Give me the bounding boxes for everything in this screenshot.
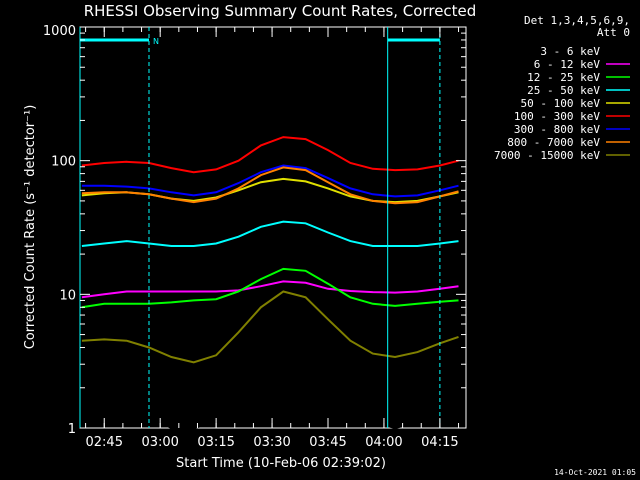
legend-label-100-300-kev: 100 - 300 keV: [514, 110, 600, 123]
x-axis: 02:45 03:00 03:15 03:30 03:45 04:00 04:15: [85, 27, 460, 450]
series-line-100-300-kev: [81, 136, 459, 174]
series-line-6-12-kev: [81, 280, 459, 299]
night-markers: N: [79, 27, 441, 428]
plot-area: N 1 10 100 1000 02:45 03:00 03:15 03:30 03:45 04…: [43, 24, 467, 450]
series-line-25-50-kev: [81, 220, 459, 247]
y-tick-label: 1: [68, 422, 76, 437]
series-line-3-6-kev: [81, 359, 459, 430]
x-tick-label: 03:45: [309, 435, 346, 450]
x-axis-label: Start Time (10-Feb-06 02:39:02): [176, 456, 386, 471]
y-tick-label: 100: [51, 155, 76, 170]
series-line-12-25-kev: [81, 267, 459, 309]
series-lines: [81, 136, 459, 430]
series-line-300-800-kev: [81, 164, 459, 198]
y-axis-label: Corrected Count Rate (s⁻¹ detector⁻¹): [23, 105, 38, 350]
x-tick-label: 04:00: [365, 435, 402, 450]
x-tick-label: 03:15: [197, 435, 234, 450]
legend-label-7000-15000-kev: 7000 - 15000 keV: [494, 149, 600, 162]
series-line-7000-15000-kev: [81, 290, 459, 364]
legend-label-50-100-kev: 50 - 100 keV: [521, 97, 601, 110]
x-tick-label: 04:15: [421, 435, 458, 450]
y-axis: 1 10 100 1000: [43, 24, 466, 437]
x-tick-label: 03:30: [253, 435, 290, 450]
legend-header-detectors: Det 1,3,4,5,6,9,: [524, 14, 630, 27]
legend-label-12-25-kev: 12 - 25 keV: [527, 71, 600, 84]
legend-label-25-50-kev: 25 - 50 keV: [527, 84, 600, 97]
series-line-800-7000-kev: [81, 166, 459, 205]
generation-timestamp: 14-Oct-2021 01:05: [554, 468, 636, 477]
legend-label-3-6-kev: 3 - 6 keV: [540, 45, 600, 58]
legend-header-attenuator: Att 0: [597, 26, 630, 39]
y-tick-label: 1000: [43, 24, 76, 39]
legend-label-800-7000-kev: 800 - 7000 keV: [507, 136, 600, 149]
legend-label-6-12-kev: 6 - 12 keV: [534, 58, 601, 71]
legend-label-300-800-kev: 300 - 800 keV: [514, 123, 600, 136]
night-label: N: [153, 37, 159, 46]
chart-title: RHESSI Observing Summary Count Rates, Co…: [84, 2, 477, 20]
y-tick-label: 10: [59, 288, 76, 303]
x-tick-label: 03:00: [141, 435, 178, 450]
x-tick-label: 02:45: [86, 435, 123, 450]
